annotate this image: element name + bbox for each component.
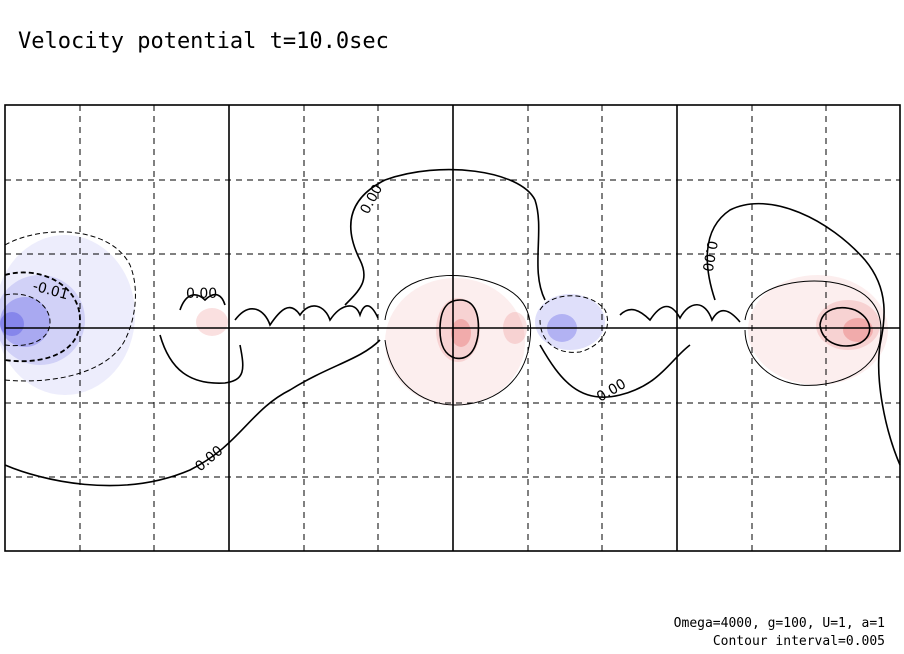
annotation: Contour interval=0.005 (713, 634, 885, 649)
positive-area (451, 319, 471, 347)
positive-area (843, 318, 873, 342)
annotation: Omega=4000, g=100, U=1, a=1 (674, 616, 885, 631)
negative-area (0, 275, 85, 365)
contours (4, 168, 901, 487)
grid (5, 105, 900, 551)
contour-label: 0.00 (699, 239, 720, 272)
positive-area (196, 308, 228, 336)
negative-area (0, 235, 135, 395)
contour-label: 0.00 (594, 376, 629, 405)
positive-area (385, 278, 525, 406)
plot-frame (4, 104, 901, 552)
contour-label: 0.00 (357, 182, 386, 217)
contour-label: 0.00 (192, 443, 226, 475)
positive-area (748, 275, 888, 385)
positive-area (436, 298, 480, 362)
chart-title: Velocity potential t=10.0sec (18, 29, 389, 54)
contour-label: 0.00 (186, 286, 217, 302)
positive-area (816, 300, 880, 350)
negative-area (0, 312, 24, 336)
negative-area (535, 294, 605, 350)
plot (0, 105, 901, 551)
